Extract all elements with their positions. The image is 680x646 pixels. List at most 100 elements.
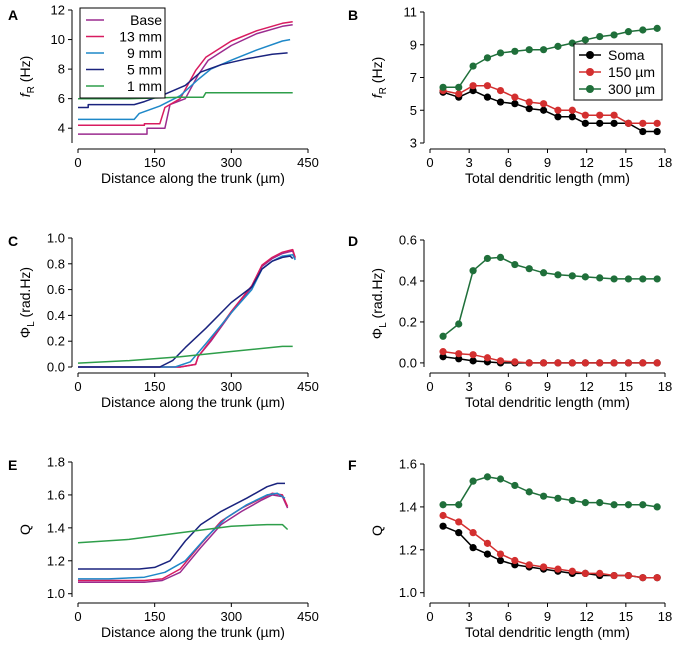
x-tick-label: 300 [220,379,242,394]
data-point [596,569,604,578]
data-point [568,567,576,575]
data-point [624,571,633,580]
data-point [568,359,576,367]
x-tick-label: 0 [74,609,81,624]
panel-c: C 0 150 300 450 0.0 0.2 0.4 0.6 0.8 1.0 Distance al… [8,231,319,411]
data-point [581,111,589,119]
x-tick-label: 0 [426,379,433,394]
y-tick-label: 1.2 [47,553,65,568]
series-line-5-mm [78,482,285,570]
x-tick-label: 18 [658,155,672,170]
data-point [639,359,647,367]
y-tick-label: 0.0 [399,355,417,370]
data-point [624,501,633,509]
y-axis-label-unit: (rad.Hz) [17,267,33,321]
series-line-13-mm [78,492,289,582]
data-point [539,269,548,277]
x-tick-label: 9 [544,155,551,170]
legend-entry: Base [130,12,162,28]
x-tick-label: 0 [74,379,81,394]
y-axis-label: Q [369,525,385,536]
y-tick-label: 1.0 [47,231,65,246]
x-tick-label: 9 [544,379,551,394]
data-point [581,36,589,44]
x-axis-label: Total dendritic length (mm) [465,624,630,640]
legend-marker [586,85,594,93]
data-point [610,31,618,39]
x-tick-label: 0 [426,155,433,170]
y-tick-label: 11 [404,5,418,20]
y-tick-label: 0.2 [399,314,417,329]
y-tick-label: 6 [58,91,65,106]
data-point [653,503,661,511]
x-tick-label: 6 [505,609,512,624]
panel-letter: D [348,233,358,249]
x-tick-label: 0 [74,155,81,170]
legend-entry: 13 mm [119,29,162,45]
x-tick-label: 450 [297,379,319,394]
data-point [439,353,447,361]
y-axis-label-unit: (Hz) [369,57,385,87]
data-point [610,359,618,367]
y-axis-label: ΦL (rad.Hz) [17,267,37,338]
x-tick-label: 3 [466,609,473,624]
series-line-300-m [443,27,658,89]
y-axis-label-subscript: R [26,86,37,93]
data-point [455,90,463,98]
data-point [496,253,505,262]
data-point [496,475,505,483]
data-point [554,494,562,502]
data-point [596,499,604,507]
data-point [483,550,492,558]
data-point [653,119,661,127]
data-point [525,561,533,569]
data-point [455,83,463,91]
data-point [496,556,505,565]
data-point [511,47,519,55]
y-tick-label: 0.4 [399,273,417,288]
data-point [483,473,492,481]
y-tick-label: 0.4 [47,308,65,323]
legend-marker [586,68,594,76]
data-point [639,119,647,127]
y-axis-label-main: Q [369,525,385,536]
y-tick-label: 7 [410,70,417,85]
data-point [624,28,633,36]
series-line-1-mm [77,345,293,364]
data-point [539,492,548,500]
data-point [639,26,647,34]
series-line-13-mm [78,21,293,127]
data-point [653,574,661,582]
x-tick-label: 6 [505,155,512,170]
data-point [483,354,492,362]
y-axis-label: fR (Hz) [17,56,37,97]
series-line-9-mm [78,492,286,580]
y-axis-label-unit: (rad.Hz) [369,268,385,322]
panel-letter: B [348,7,358,23]
data-point [455,320,463,328]
x-tick-label: 150 [144,379,166,394]
data-point [596,32,604,41]
data-point [525,359,533,367]
data-point [639,127,647,136]
x-tick-label: 3 [466,379,473,394]
series-line-5-mm [78,255,294,368]
series-line-base [78,494,289,583]
data-point [525,105,533,113]
data-point [511,358,519,366]
data-point [639,501,647,509]
data-point [525,488,533,496]
series-line-9-mm [78,254,296,368]
legend-marker [586,51,594,59]
data-point [483,254,492,263]
y-axis-label: Q [17,524,33,535]
y-tick-label: 5 [410,103,417,118]
x-tick-label: 12 [579,379,593,394]
data-point [439,332,447,340]
data-point [610,275,618,283]
data-point [581,359,589,367]
x-tick-label: 450 [297,609,319,624]
x-tick-label: 15 [619,609,633,624]
x-axis-label: Total dendritic length (mm) [465,170,630,186]
